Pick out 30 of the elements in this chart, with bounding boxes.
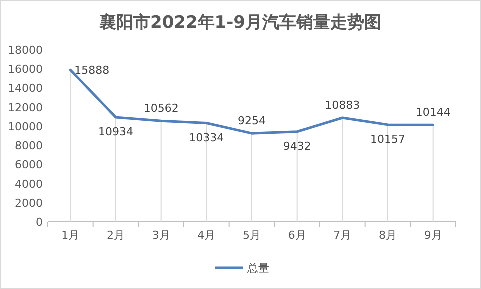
y-tick-label: 4000 — [15, 178, 43, 191]
data-label: 10157 — [370, 132, 406, 146]
x-tick-label: 6月 — [288, 229, 306, 242]
data-label: 9254 — [238, 114, 266, 128]
y-tick-label: 18000 — [8, 44, 43, 57]
x-tick-label: 5月 — [243, 229, 261, 242]
x-tick-label: 8月 — [379, 229, 397, 242]
data-label: 10144 — [416, 106, 451, 120]
y-tick-label: 12000 — [8, 101, 43, 114]
x-tick-label: 7月 — [334, 229, 352, 242]
x-tick-label: 2月 — [107, 229, 125, 242]
y-tick-label: 0 — [36, 216, 43, 229]
chart-title: 襄阳市2022年1-9月汽车销量走势图 — [98, 13, 382, 33]
data-label: 10883 — [325, 99, 360, 112]
x-tick-label: 9月 — [424, 229, 442, 242]
data-label: 15888 — [74, 64, 110, 78]
data-label: 10334 — [189, 131, 224, 144]
data-label: 9432 — [283, 140, 312, 153]
x-tick-label: 4月 — [198, 229, 216, 242]
y-tick-label: 2000 — [15, 196, 43, 210]
x-tick-label: 3月 — [152, 229, 170, 242]
y-tick-label: 6000 — [15, 158, 43, 172]
y-tick-label: 8000 — [15, 140, 43, 153]
x-tick-label: 1月 — [62, 229, 80, 242]
y-tick-label: 16000 — [8, 63, 43, 76]
data-label: 10562 — [144, 102, 179, 116]
data-label: 10934 — [98, 126, 134, 139]
y-tick-label: 14000 — [8, 82, 43, 96]
legend-label: 总量 — [246, 262, 270, 275]
y-tick-label: 10000 — [8, 120, 43, 134]
